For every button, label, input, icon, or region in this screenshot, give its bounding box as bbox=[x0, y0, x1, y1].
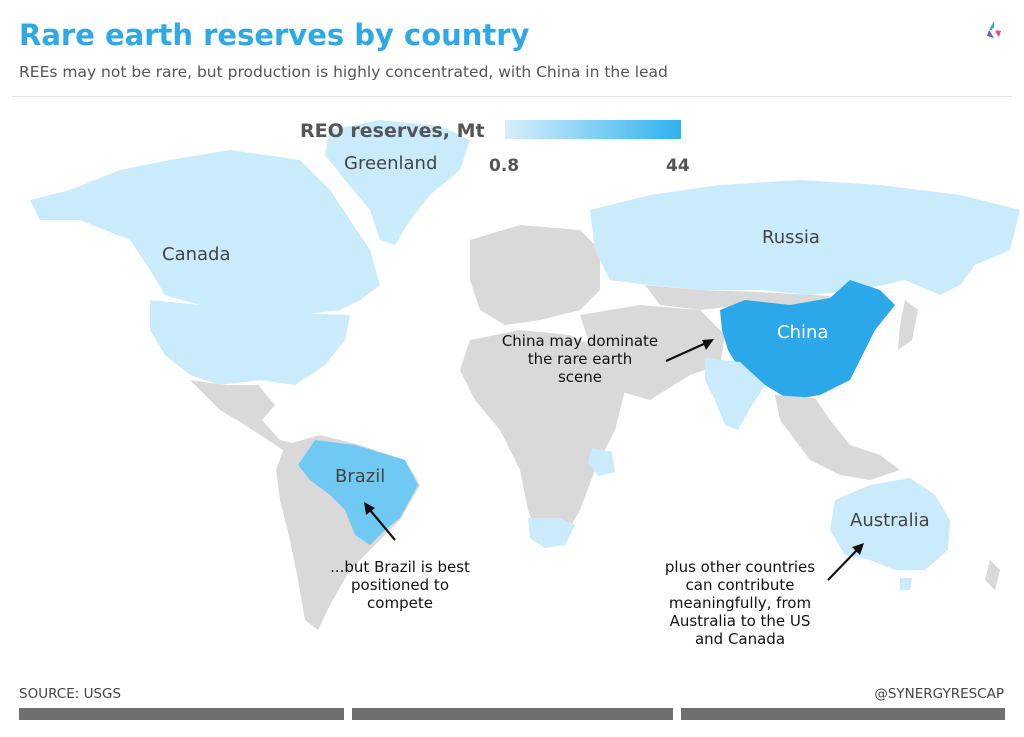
page-title: Rare earth reserves by country bbox=[19, 18, 530, 52]
arrow-australia bbox=[827, 549, 858, 581]
country-south-africa bbox=[528, 518, 575, 548]
country-china bbox=[720, 280, 895, 400]
label-greenland: Greenland bbox=[344, 153, 438, 174]
annotation-australia: plus other countries can contribute mean… bbox=[664, 558, 816, 648]
page-subtitle: REEs may not be rare, but production is … bbox=[19, 63, 668, 81]
country-russia bbox=[590, 180, 1020, 295]
header-divider bbox=[12, 96, 1012, 97]
annotation-brazil: ...but Brazil is best positioned to comp… bbox=[330, 558, 470, 612]
world-map bbox=[30, 120, 1020, 630]
region-middle-east bbox=[580, 305, 725, 400]
footer-handle: @SYNERGYRESCAP bbox=[874, 686, 1004, 702]
country-greenland bbox=[325, 120, 470, 245]
legend-title: REO reserves, Mt bbox=[300, 120, 485, 142]
region-africa bbox=[460, 330, 625, 545]
label-china: China bbox=[777, 322, 829, 343]
label-canada: Canada bbox=[162, 244, 231, 265]
australia-tasmania bbox=[900, 578, 912, 590]
arrow-china bbox=[665, 341, 707, 363]
country-india bbox=[705, 358, 765, 430]
legend-max-label: 44 bbox=[666, 156, 690, 176]
country-usa bbox=[150, 300, 350, 385]
label-russia: Russia bbox=[762, 227, 820, 248]
label-brazil: Brazil bbox=[335, 466, 386, 487]
country-mexico bbox=[190, 380, 300, 455]
footer-source: SOURCE: USGS bbox=[19, 686, 122, 702]
country-brazil bbox=[298, 440, 418, 545]
legend-gradient-bar bbox=[505, 120, 681, 139]
label-australia: Australia bbox=[850, 510, 930, 531]
region-europe bbox=[470, 225, 600, 325]
arrowhead-australia bbox=[852, 543, 864, 555]
synergy-logo-icon bbox=[987, 21, 1001, 38]
annotation-china: China may dominate the rare earth scene bbox=[501, 332, 659, 386]
footer-bar-3 bbox=[681, 708, 1005, 720]
region-se-asia bbox=[775, 395, 900, 480]
footer-bar-1 bbox=[19, 708, 344, 720]
legend-min-label: 0.8 bbox=[489, 156, 520, 176]
country-canada bbox=[30, 150, 380, 315]
arrow-brazil bbox=[369, 509, 396, 541]
footer-bar-2 bbox=[352, 708, 673, 720]
country-tanzania bbox=[588, 448, 615, 476]
arrowhead-brazil bbox=[364, 502, 375, 515]
country-new-zealand bbox=[985, 560, 1000, 590]
arrowhead-china bbox=[702, 339, 714, 350]
country-japan bbox=[898, 300, 918, 350]
